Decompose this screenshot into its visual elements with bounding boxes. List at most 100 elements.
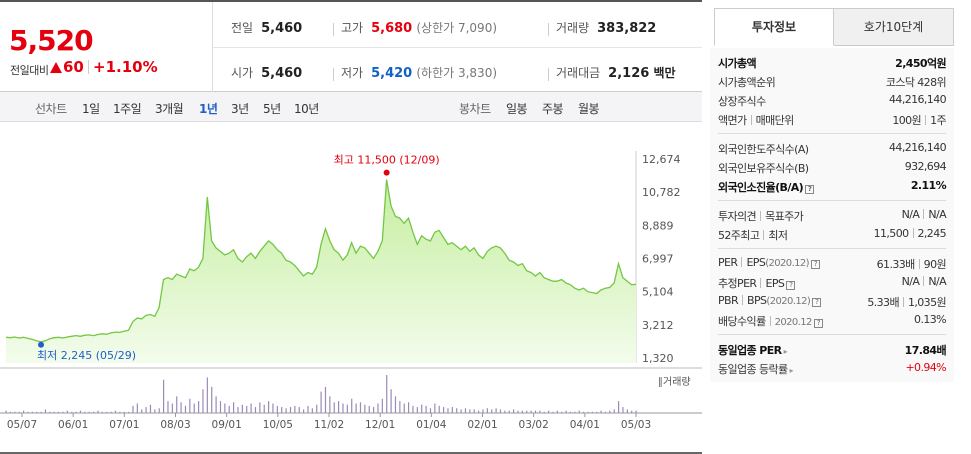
market-cap-row: 시가총액 2,450억원 (718, 57, 947, 70)
per-row: PER EPS(2020.12)? 61.33배 90원 (718, 256, 947, 271)
volume-bar (460, 409, 462, 413)
prev-close: 전일 5,460 (231, 21, 303, 36)
volume-bar (526, 410, 528, 413)
y-tick-label: 8,889 (642, 219, 674, 232)
volume-bar (355, 403, 357, 413)
divider (213, 47, 702, 48)
help-icon[interactable]: ? (813, 319, 823, 328)
y-tick-label: 10,782 (642, 186, 681, 199)
x-tick-label: 01/04 (416, 419, 447, 431)
change-percent: +1.10% (93, 58, 158, 76)
volume-bar (206, 377, 208, 413)
volume-bar (219, 401, 222, 413)
low-marker (38, 341, 44, 348)
period-3y[interactable]: 3년 (231, 102, 249, 116)
help-icon[interactable]: ? (805, 185, 815, 194)
volume-bar (250, 403, 252, 413)
trade-amount: 거래대금 2,126 백만 (556, 66, 676, 81)
volume-bar (27, 411, 29, 413)
volume-bar (106, 411, 108, 413)
volume-bar (189, 398, 191, 413)
volume-bar (193, 403, 195, 413)
volume-bar (53, 411, 55, 413)
volume-bar (600, 410, 602, 413)
line-chart-label: 선차트 (35, 102, 67, 116)
caret-right-icon[interactable]: ▸ (789, 366, 794, 375)
listed-shares-row: 상장주식수 44,216,140 (718, 93, 947, 108)
volume-bar (158, 408, 160, 413)
volume-bar (23, 410, 25, 413)
price-area-fill (6, 179, 636, 363)
volume-bar (110, 411, 112, 413)
help-icon[interactable]: ? (786, 281, 796, 290)
volume-bar (403, 403, 405, 413)
volume-bar (578, 410, 580, 413)
volume-bar (539, 410, 541, 413)
volume-bar (478, 410, 480, 413)
volume-bar (408, 402, 410, 413)
help-icon[interactable]: ? (812, 298, 822, 307)
volume-bar (583, 411, 585, 413)
period-1d[interactable]: 1일 (82, 102, 100, 116)
volume-bar (66, 410, 68, 413)
period-1y[interactable]: 1년 (199, 102, 218, 116)
x-tick-label: 05/03 (621, 419, 651, 431)
period-3m[interactable]: 3개월 (155, 102, 184, 116)
volume-bar (425, 405, 427, 413)
volume-bar (141, 409, 143, 413)
volume-bar (464, 408, 467, 413)
volume-bar (14, 411, 16, 413)
volume-bar (79, 410, 82, 413)
volume-bar (609, 410, 611, 413)
volume-bar (491, 409, 493, 413)
volume-bar (390, 389, 392, 413)
volume-bar (324, 386, 327, 413)
volume-bar (386, 375, 388, 413)
x-tick-label: 07/01 (109, 419, 139, 431)
volume-bar (359, 402, 362, 413)
pbr-row: PBR BPS(2020.12)? 5.33배 1,035원 (718, 294, 947, 309)
volume-bar (543, 411, 545, 413)
volume-bar (171, 403, 173, 413)
volume-bar (298, 407, 300, 413)
volume-bar (62, 411, 64, 413)
volume: 거래량 383,822 (556, 21, 657, 36)
sector-rate-row: 동일업종 등락률 ▸ +0.94% (718, 361, 947, 376)
tab-invest-info[interactable]: 투자정보 (714, 8, 834, 46)
period-5y[interactable]: 5년 (263, 102, 281, 116)
volume-bar (114, 410, 117, 413)
caret-right-icon[interactable]: ▸ (783, 347, 788, 356)
volume-bar (622, 407, 624, 413)
volume-bar (198, 401, 200, 413)
help-icon[interactable]: ? (810, 260, 820, 269)
candle-weekly[interactable]: 주봉 (542, 102, 564, 116)
volume-bar (31, 411, 33, 413)
y-tick-label: 12,674 (642, 153, 681, 166)
volume-bar (136, 403, 138, 413)
volume-bar (237, 407, 239, 413)
dividend-row: 배당수익률 2020.12? 0.13% (718, 313, 947, 328)
volume-bar (469, 409, 471, 413)
volume-bar (316, 404, 318, 413)
period-10y[interactable]: 10년 (294, 102, 319, 116)
x-tick-label: 03/02 (519, 419, 549, 431)
volume-bar (412, 405, 414, 413)
volume-bar (561, 411, 563, 413)
volume-bar (613, 409, 615, 413)
info-group-sector: 동일업종 PER ▸ 17.84배 동일업종 등락률 ▸ +0.94% (718, 335, 947, 382)
candle-daily[interactable]: 일봉 (506, 102, 528, 116)
high-annotation: 최고 11,500 (12/09) (334, 154, 440, 167)
volume-bar (486, 408, 488, 413)
period-1w[interactable]: 1주일 (113, 102, 142, 116)
y-tick-label: 5,104 (642, 286, 674, 299)
volume-bar (128, 411, 130, 413)
volume-bar (451, 407, 453, 413)
tab-hoga[interactable]: 호가10단계 (834, 8, 954, 46)
foreign-limit-row: 외국인한도주식수(A) 44,216,140 (718, 141, 947, 156)
x-tick-label: 04/01 (570, 419, 600, 431)
volume-bar (434, 403, 436, 413)
candle-monthly[interactable]: 월봉 (578, 102, 600, 116)
x-tick-label: 11/02 (314, 419, 344, 431)
volume-bar (495, 408, 497, 413)
volume-bar (123, 411, 125, 413)
